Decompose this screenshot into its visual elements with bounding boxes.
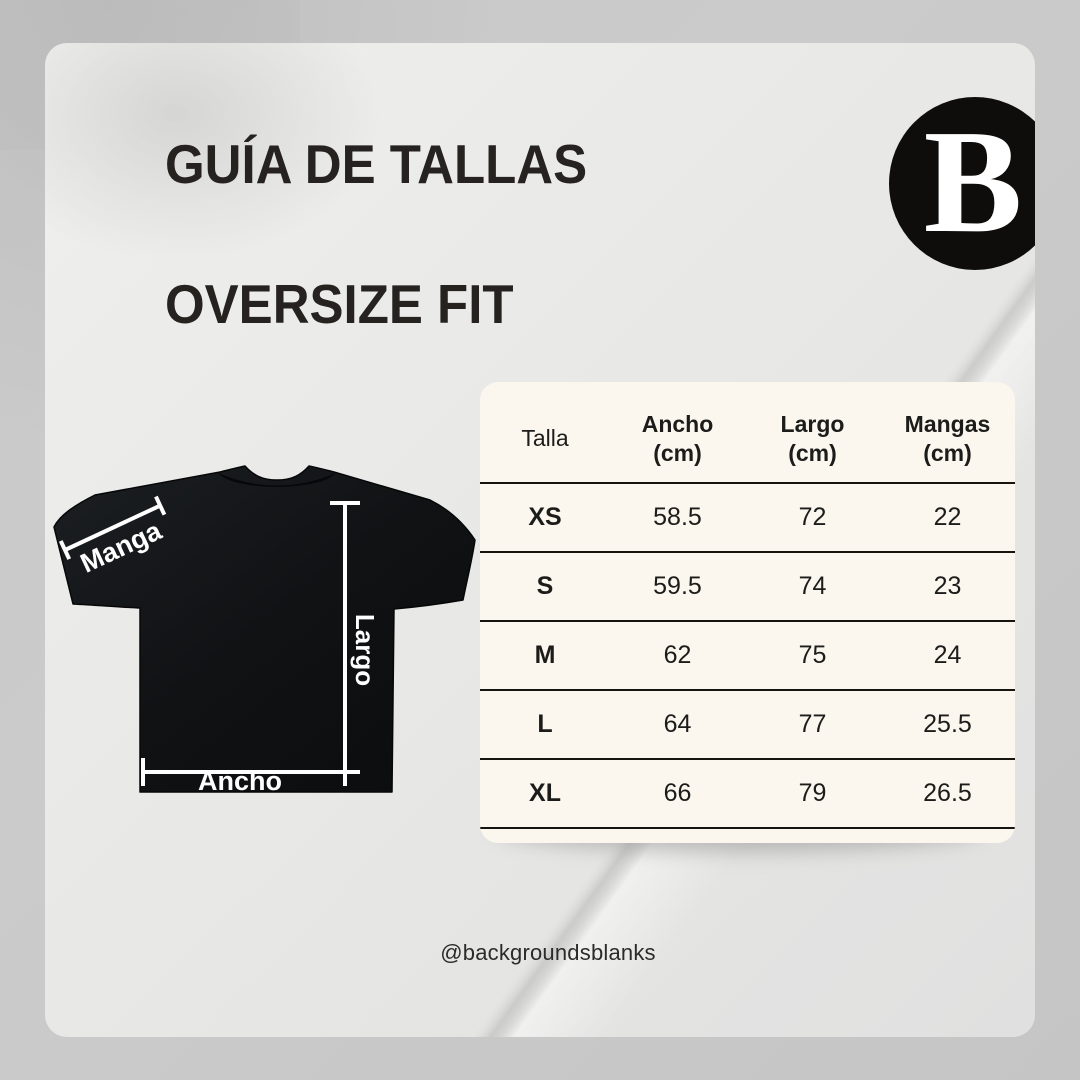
- svg-text:Ancho: Ancho: [198, 766, 282, 796]
- svg-text:B: B: [924, 100, 1023, 264]
- svg-text:Largo: Largo: [350, 614, 380, 686]
